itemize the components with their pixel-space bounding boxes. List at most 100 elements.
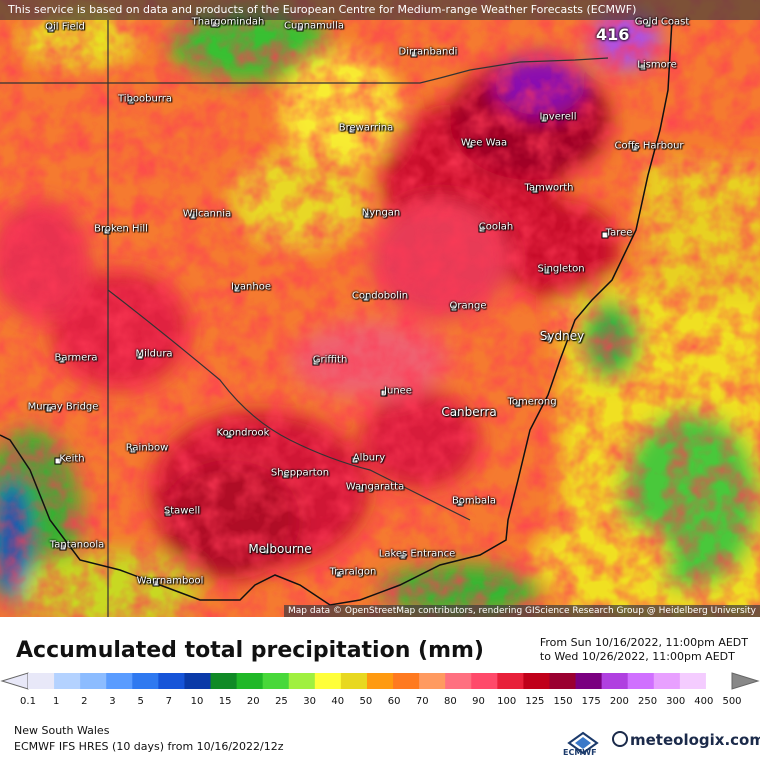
scale-tick-label: 50 [359, 696, 373, 707]
city-marker [531, 186, 539, 194]
model-info: ECMWF IFS HRES (10 days) from 10/16/2022… [14, 740, 284, 753]
city-label: Tomerong [507, 396, 557, 408]
city-label: Mildura [135, 348, 173, 360]
scale-tick-label: 175 [581, 696, 601, 707]
scale-swatch [236, 673, 264, 689]
city-marker [210, 20, 218, 28]
city-marker [362, 294, 370, 302]
city-label: Singleton [537, 263, 585, 275]
city-label: Condobolin [351, 290, 409, 302]
date-from: From Sun 10/16/2022, 11:00pm AEDT [539, 636, 748, 649]
city-marker [129, 446, 137, 454]
scale-ticks: 0.1 1 2 3 5 7 10 15 20 25 30 40 50 60 70 80 90 100 125 150 1… [0, 696, 760, 710]
city-marker [363, 211, 371, 219]
scale-tick-label: 100 [497, 696, 517, 707]
region-name: New South Wales [14, 724, 110, 737]
city-label: Lismore [637, 59, 677, 71]
city-marker [357, 485, 365, 493]
city-marker [296, 24, 304, 32]
scale-tick-label: 5 [137, 696, 144, 707]
city-label: Tibooburra [117, 93, 173, 105]
scale-swatch [54, 673, 81, 689]
city-label: Warrnambool [136, 575, 204, 587]
map-canvas [0, 0, 760, 617]
city-label: Ivanhoe [231, 281, 271, 293]
city-marker [631, 144, 639, 152]
city-marker [262, 547, 270, 555]
scale-tick-label: 80 [444, 696, 457, 707]
scale-tick-label: 3 [109, 696, 116, 707]
city-label: Canberra [441, 405, 497, 419]
city-label: Stawell [163, 505, 201, 517]
page-title: Accumulated total precipitation (mm) [16, 638, 484, 663]
scale-swatch [601, 673, 629, 689]
city-label: Wangaratta [345, 481, 405, 493]
city-marker [59, 543, 67, 551]
city-label: Coffs Harbour [614, 140, 684, 152]
city-label: Cunnamulla [284, 20, 344, 32]
city-marker [164, 509, 172, 517]
map-attribution: Map data © OpenStreetMap contributors, r… [284, 605, 760, 617]
city-label: Thargomindah [191, 16, 265, 28]
scale-swatch [393, 673, 420, 689]
city-marker [335, 570, 343, 578]
precipitation-map[interactable]: This service is based on data and produc… [0, 0, 760, 617]
city-label: Orange [449, 300, 487, 312]
scale-swatch [158, 673, 185, 689]
city-marker [47, 25, 55, 33]
scale-tick-label: 250 [637, 696, 658, 707]
scale-swatch [471, 673, 498, 689]
scale-tick-label: 70 [415, 696, 429, 707]
city-label: Keith [59, 453, 85, 465]
city-marker [45, 405, 53, 413]
ecmwf-logo-icon [567, 731, 599, 755]
scale-swatch [419, 673, 446, 689]
scale-arrow-right [731, 672, 760, 690]
scale-swatch [523, 673, 550, 689]
city-label: Broken Hill [94, 223, 148, 235]
meteologix-text: meteologix.com [630, 731, 760, 749]
city-label: Sydney [539, 329, 585, 343]
scale-tick-label: 150 [553, 696, 573, 707]
date-to: to Wed 10/26/2022, 11:00pm AEDT [539, 650, 735, 663]
scale-swatch [653, 673, 681, 689]
city-label: Gold Coast [634, 16, 690, 28]
scale-tick-label: 0.1 [20, 696, 36, 707]
city-label: Coolah [478, 221, 514, 233]
scale-tick-label: 2 [81, 696, 88, 707]
scale-tick-label: 1 [52, 696, 60, 707]
scale-tick-label: 60 [387, 696, 401, 707]
scale-swatch [549, 673, 577, 689]
state-borders [0, 20, 609, 617]
scale-arrow-left [0, 672, 29, 690]
scale-swatch [314, 673, 342, 689]
scale-tick-label: 10 [190, 696, 204, 707]
city-label: Griffith [312, 354, 348, 366]
city-label: Traralgon [329, 566, 377, 578]
city-label: Shepparton [270, 467, 330, 479]
ecmwf-logo-text: ECMWF [563, 748, 597, 757]
city-marker [348, 126, 356, 134]
scale-tick-label: 400 [694, 696, 714, 707]
scale-tick-label: 15 [218, 696, 232, 707]
meteologix-logo[interactable]: meteologix.com [612, 731, 760, 749]
city-marker [514, 400, 522, 408]
scale-tick-label: 20 [246, 696, 260, 707]
date-range: From Sun 10/16/2022, 11:00pm AEDT to Wed… [540, 636, 748, 664]
city-marker [456, 499, 464, 507]
scale-swatch [340, 673, 368, 689]
scale-swatch [184, 673, 212, 689]
city-marker [312, 358, 320, 366]
ecmwf-notice: This service is based on data and produc… [0, 0, 760, 20]
city-label: Bombala [451, 495, 497, 507]
scale-swatch [288, 673, 316, 689]
city-marker [644, 20, 652, 28]
max-value-label: 416 [596, 25, 630, 44]
city-label: Barmera [54, 352, 98, 364]
city-marker [58, 356, 66, 364]
city-label: Koondrook [216, 427, 270, 439]
city-label: Junee [384, 385, 412, 397]
scale-swatch [679, 673, 707, 689]
city-label: Dirranbandi [398, 46, 458, 58]
city-marker [380, 389, 388, 397]
